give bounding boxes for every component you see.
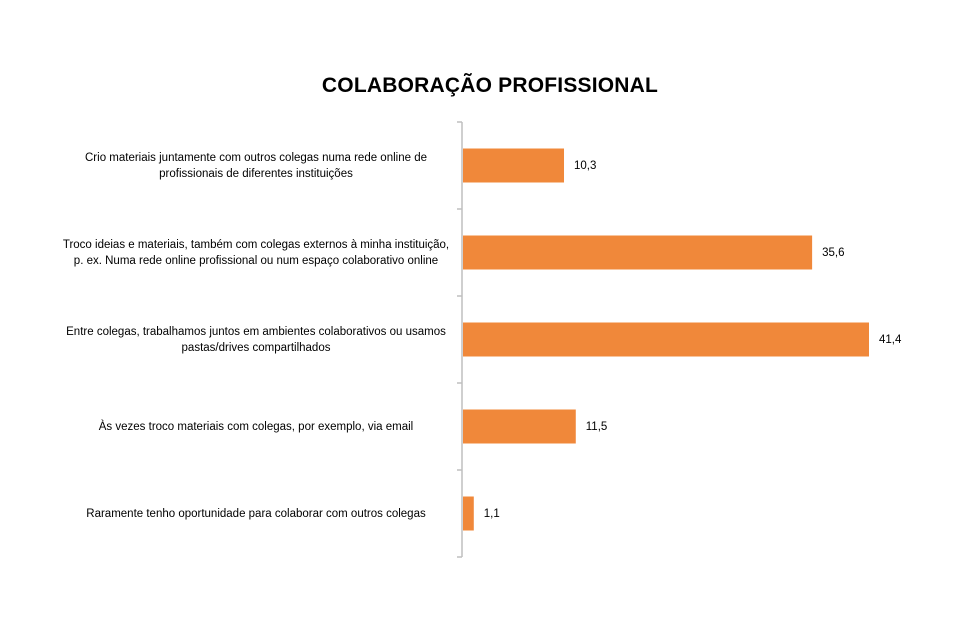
value-label: 41,4 [879,333,902,346]
bar [463,148,565,183]
bar [463,409,576,444]
bar [463,496,474,531]
category-label: Às vezes troco materiais com colegas, po… [98,420,414,433]
category-label: Crio materiais juntamente com outros col… [85,151,427,180]
value-label: 1,1 [483,507,500,520]
value-label: 10,3 [574,159,597,172]
category-label: Entre colegas, trabalhamos juntos em amb… [66,325,446,354]
category-label: Raramente tenho oportunidade para colabo… [86,507,426,520]
bar [463,235,813,270]
value-label: 11,5 [585,420,608,433]
value-label: 35,6 [822,246,845,259]
bar [463,322,869,357]
chart-title: COLABORAÇÃO PROFISSIONAL [321,74,659,97]
category-label: Troco ideias e materiais, também com col… [62,238,450,267]
